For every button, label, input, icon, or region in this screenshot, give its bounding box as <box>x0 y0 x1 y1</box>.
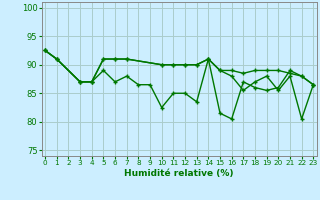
X-axis label: Humidité relative (%): Humidité relative (%) <box>124 169 234 178</box>
